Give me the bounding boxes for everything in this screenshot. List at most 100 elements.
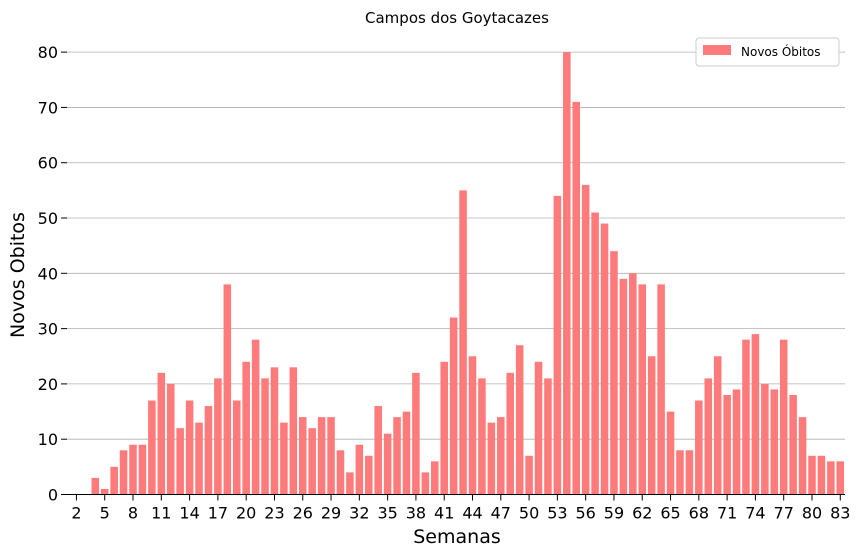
bar bbox=[440, 361, 448, 495]
bar bbox=[110, 466, 118, 495]
y-axis-label: Novos Obitos bbox=[7, 212, 29, 338]
bar bbox=[421, 472, 430, 495]
bar bbox=[308, 428, 316, 495]
bar bbox=[280, 422, 288, 495]
bar bbox=[553, 195, 562, 495]
bar bbox=[148, 400, 156, 495]
x-tick-label: 80 bbox=[802, 504, 822, 523]
bar bbox=[798, 417, 807, 495]
x-axis-ticks: 2 5 8 11 14 17 20 23 26 29 32 35 38 41 44 47 50 53 56 59 62 6… bbox=[71, 494, 850, 523]
bar bbox=[251, 339, 260, 495]
bar bbox=[591, 212, 599, 495]
bar bbox=[100, 488, 109, 495]
bar bbox=[779, 339, 788, 495]
x-tick-label: 23 bbox=[264, 504, 284, 523]
x-axis-label: Semanas bbox=[413, 526, 501, 548]
bar bbox=[374, 406, 382, 495]
bar bbox=[459, 190, 467, 495]
x-tick-label: 65 bbox=[660, 504, 680, 523]
bar-series bbox=[91, 52, 845, 495]
bar bbox=[695, 400, 703, 495]
bar bbox=[393, 417, 401, 495]
x-tick-label: 35 bbox=[377, 504, 397, 523]
bar bbox=[808, 455, 816, 495]
x-tick-label: 2 bbox=[71, 504, 81, 523]
bar bbox=[713, 356, 722, 495]
bar bbox=[629, 273, 637, 495]
bar bbox=[563, 52, 571, 495]
x-tick-label: 56 bbox=[575, 504, 595, 523]
y-tick-label: 60 bbox=[38, 154, 58, 173]
x-tick-label: 83 bbox=[830, 504, 850, 523]
bar bbox=[515, 345, 524, 495]
y-tick-label: 40 bbox=[38, 264, 58, 283]
x-tick-label: 26 bbox=[293, 504, 313, 523]
bar bbox=[572, 101, 581, 495]
bar bbox=[166, 383, 175, 495]
bar bbox=[666, 411, 675, 495]
bar bbox=[91, 477, 100, 495]
bar bbox=[487, 422, 496, 495]
legend-box bbox=[695, 37, 840, 67]
bar bbox=[619, 278, 628, 495]
bar bbox=[261, 378, 269, 495]
bar bbox=[412, 372, 420, 495]
bar bbox=[176, 428, 184, 495]
bar bbox=[704, 378, 713, 495]
x-tick-label: 59 bbox=[604, 504, 624, 523]
bar bbox=[506, 372, 514, 495]
bar bbox=[610, 251, 618, 495]
bar bbox=[544, 378, 552, 495]
y-tick-label: 80 bbox=[38, 43, 58, 62]
bar bbox=[751, 334, 760, 495]
bar bbox=[657, 284, 665, 495]
bar bbox=[497, 417, 505, 495]
x-tick-label: 77 bbox=[774, 504, 794, 523]
bar bbox=[449, 317, 458, 495]
bar bbox=[298, 417, 307, 495]
legend-label: Novos Óbitos bbox=[741, 44, 821, 59]
bar bbox=[581, 184, 590, 495]
legend-swatch bbox=[703, 45, 731, 55]
x-tick-label: 53 bbox=[547, 504, 567, 523]
bar bbox=[742, 339, 750, 495]
x-tick-label: 32 bbox=[349, 504, 369, 523]
bar bbox=[525, 455, 533, 495]
x-tick-label: 20 bbox=[236, 504, 256, 523]
bar bbox=[789, 394, 797, 495]
bar bbox=[478, 378, 486, 495]
bar bbox=[242, 361, 250, 495]
bar bbox=[119, 450, 128, 495]
bar bbox=[204, 406, 213, 495]
y-tick-label: 50 bbox=[38, 209, 58, 228]
x-tick-label: 50 bbox=[519, 504, 539, 523]
bar bbox=[647, 356, 656, 495]
bar bbox=[223, 284, 232, 495]
x-tick-label: 11 bbox=[151, 504, 171, 523]
bar bbox=[836, 461, 845, 495]
bar bbox=[761, 383, 769, 495]
bar bbox=[346, 472, 354, 495]
bar bbox=[355, 444, 364, 495]
y-axis-ticks: 0 10 20 30 40 50 60 70 80 bbox=[38, 43, 67, 505]
bar bbox=[600, 223, 609, 495]
bar bbox=[685, 450, 694, 495]
bar bbox=[402, 411, 411, 495]
bar bbox=[185, 400, 194, 495]
bar bbox=[676, 450, 684, 495]
y-tick-label: 70 bbox=[38, 98, 58, 117]
bar bbox=[732, 389, 741, 495]
bar bbox=[289, 367, 298, 495]
bar bbox=[817, 455, 826, 495]
y-tick-label: 10 bbox=[38, 430, 58, 449]
bar bbox=[468, 356, 477, 495]
x-tick-label: 29 bbox=[321, 504, 341, 523]
bar bbox=[138, 444, 147, 495]
x-tick-label: 62 bbox=[632, 504, 652, 523]
x-tick-label: 17 bbox=[208, 504, 228, 523]
bar bbox=[383, 433, 392, 495]
y-tick-label: 20 bbox=[38, 375, 58, 394]
bar bbox=[157, 372, 166, 495]
bar bbox=[336, 450, 345, 495]
